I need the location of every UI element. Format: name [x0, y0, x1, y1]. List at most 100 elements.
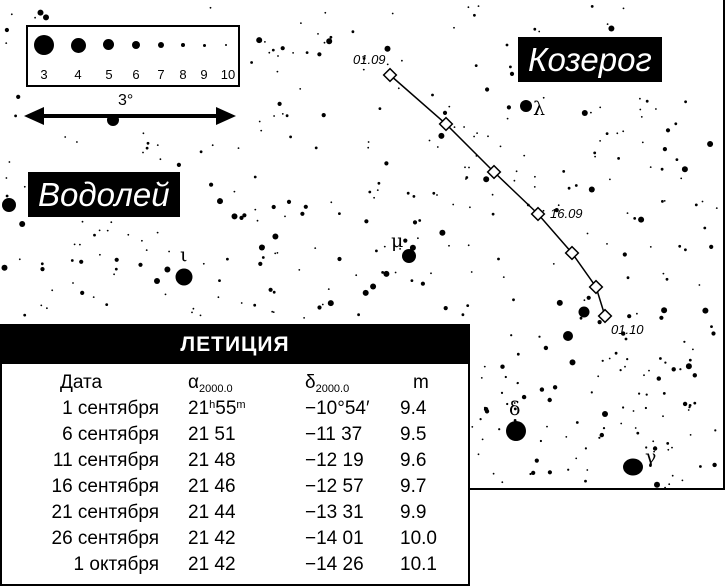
- background-star: [79, 259, 84, 264]
- star-bright-1: [578, 306, 590, 318]
- background-star: [438, 132, 445, 139]
- background-star: [586, 469, 589, 471]
- background-star: [418, 219, 422, 222]
- row-date: 11 сентября: [52, 450, 159, 471]
- background-star: [453, 126, 456, 128]
- background-star: [114, 257, 119, 262]
- background-star: [292, 52, 294, 54]
- position-marker: [486, 164, 502, 180]
- background-star: [681, 479, 684, 482]
- background-star: [397, 87, 400, 90]
- background-star: [409, 244, 416, 251]
- background-star: [701, 200, 704, 203]
- ephemeris-table: ЛЕТИЦИЯ Дата α2000.0 δ2000.0 m 1 сентябр…: [0, 324, 470, 586]
- row-ra: 21h55m: [188, 398, 246, 419]
- path-date-end: 01.10: [611, 322, 644, 337]
- background-star: [479, 418, 482, 421]
- background-star: [622, 406, 625, 409]
- background-star: [636, 312, 638, 315]
- background-star: [605, 132, 609, 136]
- background-star: [105, 303, 109, 306]
- background-star: [376, 189, 379, 192]
- background-star: [602, 411, 608, 417]
- background-star: [110, 221, 113, 224]
- background-star: [565, 436, 568, 438]
- background-star: [498, 428, 501, 431]
- background-star: [19, 221, 26, 227]
- background-star: [666, 442, 670, 445]
- background-star: [477, 5, 480, 7]
- background-star: [617, 157, 620, 160]
- background-star: [622, 7, 625, 10]
- star-label-delta: δ: [509, 398, 521, 420]
- background-star: [688, 358, 692, 362]
- row-mag: 10.1: [400, 554, 437, 575]
- path-date-start: 01.09: [353, 52, 386, 67]
- background-star: [684, 100, 687, 104]
- background-star: [597, 320, 602, 325]
- background-star: [99, 253, 101, 256]
- background-star: [533, 186, 536, 188]
- background-star: [284, 215, 286, 218]
- background-star: [521, 394, 527, 400]
- background-star: [473, 135, 475, 138]
- star-delta: [506, 421, 526, 441]
- header-date: Дата: [60, 372, 103, 393]
- background-star: [662, 392, 666, 395]
- background-star: [375, 249, 378, 253]
- position-marker: [382, 67, 398, 83]
- background-star: [531, 470, 536, 475]
- background-star: [443, 306, 448, 311]
- background-star: [505, 43, 509, 47]
- scale-bar: [24, 107, 236, 125]
- background-star: [645, 99, 649, 103]
- background-star: [355, 274, 358, 277]
- star-lambda: [520, 100, 532, 112]
- background-star: [539, 387, 545, 392]
- asteroid-path: [389, 74, 606, 317]
- background-star: [114, 267, 118, 271]
- background-star: [588, 186, 595, 193]
- background-star: [509, 71, 515, 76]
- background-star: [491, 212, 495, 216]
- background-star: [645, 446, 648, 449]
- background-star: [164, 266, 171, 273]
- background-star: [357, 313, 360, 317]
- background-star: [483, 406, 487, 409]
- background-star: [687, 409, 690, 411]
- background-star: [501, 481, 504, 484]
- background-star: [323, 41, 326, 44]
- named-stars: [2, 100, 643, 476]
- background-star: [624, 365, 626, 368]
- background-star: [622, 130, 625, 133]
- background-star: [574, 184, 578, 187]
- background-star: [649, 246, 652, 248]
- background-star: [461, 313, 465, 317]
- row-date: 16 сентября: [51, 476, 160, 497]
- background-star: [272, 311, 275, 313]
- background-star: [276, 252, 279, 254]
- background-star: [510, 334, 513, 337]
- background-star: [616, 132, 619, 135]
- background-star: [317, 33, 319, 35]
- background-star: [513, 407, 517, 411]
- background-star: [648, 369, 650, 372]
- row-ra: 21 46: [188, 476, 236, 497]
- background-star: [543, 345, 549, 351]
- background-star: [258, 261, 263, 266]
- constellation-label-aquarius: Водолей: [28, 172, 180, 217]
- background-star: [638, 392, 641, 395]
- background-star: [280, 46, 285, 51]
- background-star: [662, 147, 668, 152]
- background-star: [79, 243, 81, 246]
- background-star: [64, 136, 67, 138]
- background-star: [473, 13, 476, 17]
- background-star: [581, 110, 588, 116]
- background-star: [417, 237, 419, 240]
- background-star: [575, 421, 579, 424]
- background-star: [538, 30, 541, 33]
- background-star: [575, 457, 578, 460]
- background-star: [633, 217, 637, 220]
- background-star: [516, 352, 520, 356]
